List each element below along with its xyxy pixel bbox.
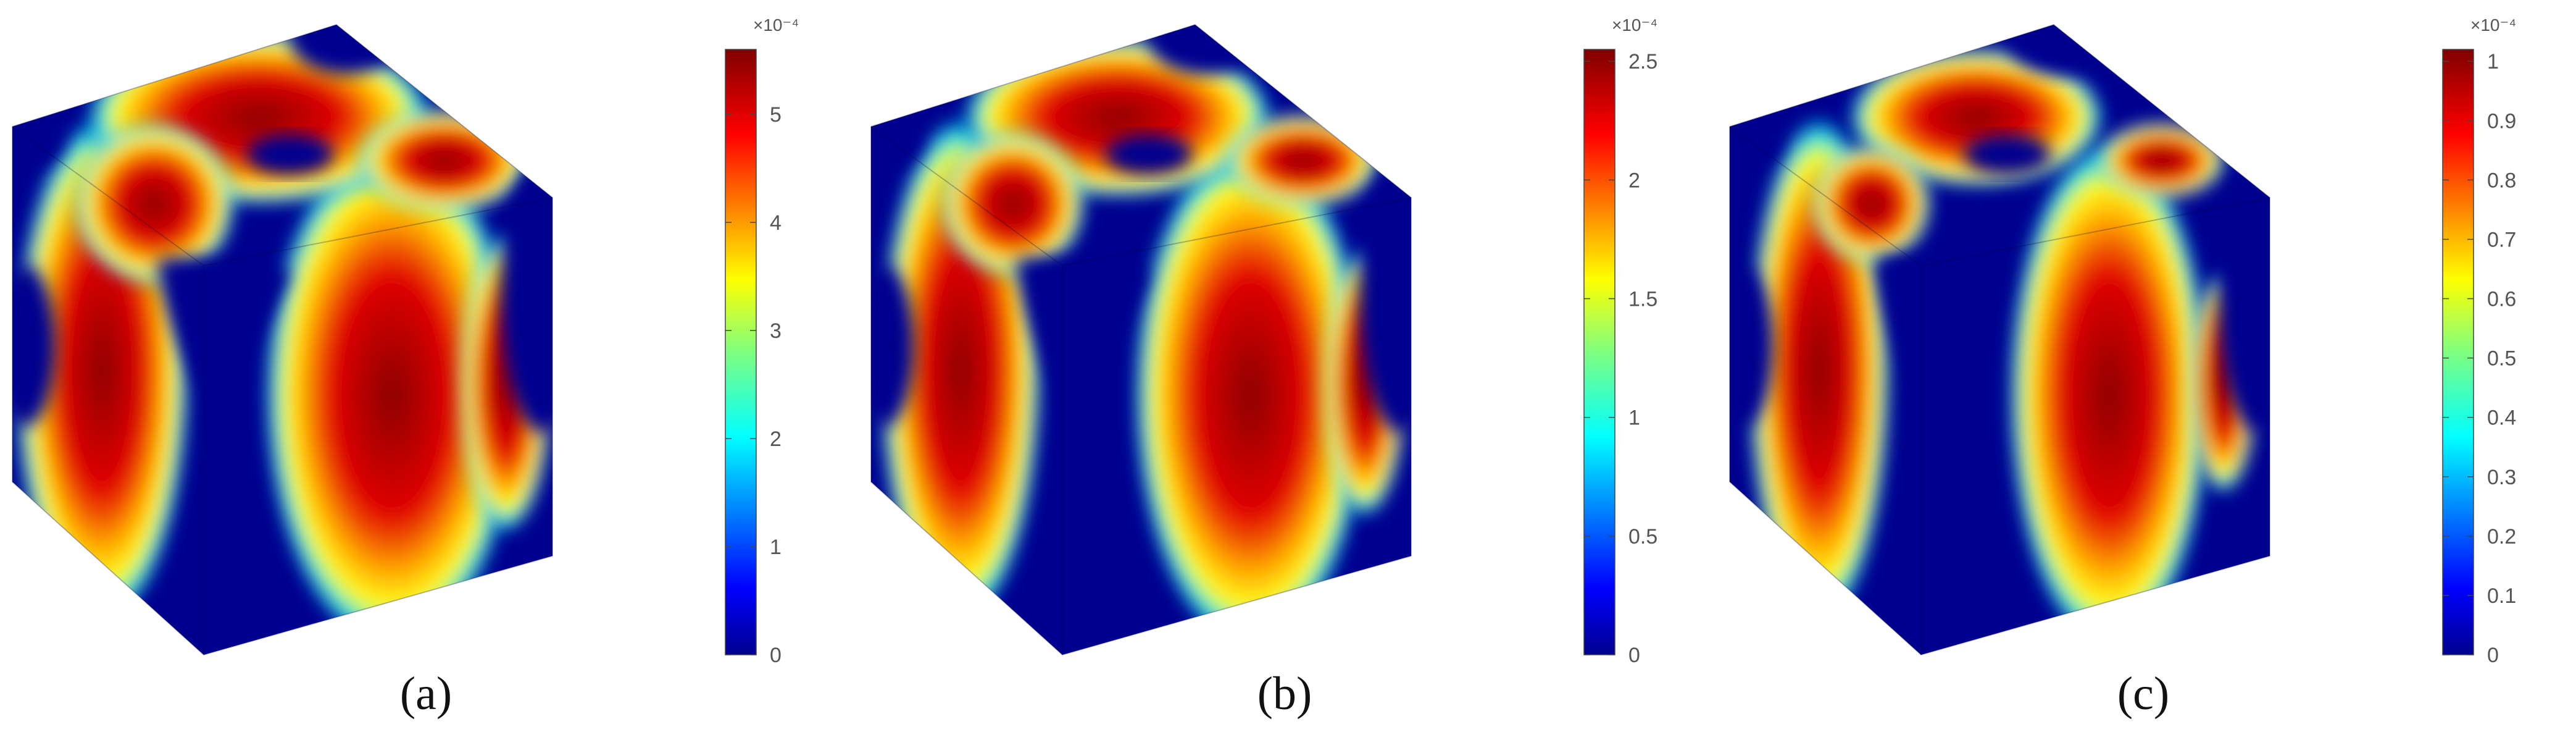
caption-a: (a) (399, 668, 452, 720)
field-cold-region (871, 117, 920, 167)
colorbar-tick-label: 0.9 (2487, 109, 2516, 133)
caption-b: (b) (1257, 668, 1312, 720)
field-cold-region (2217, 161, 2270, 432)
field-hotspot (2007, 136, 2212, 655)
colorbar-gradient (725, 49, 757, 655)
colorbar-tick-label: 0.5 (2487, 347, 2516, 371)
field-cold-region (500, 161, 552, 432)
field-cold-region (12, 117, 62, 167)
colorbar-tick-label: 2 (770, 427, 782, 451)
field-cold-region (1359, 161, 1411, 432)
colorbar-tick-label: 1 (2487, 50, 2499, 74)
field-cold-region (12, 266, 56, 426)
field-cold-region (123, 593, 284, 655)
field-layer (1730, 25, 2270, 655)
field-hotspot (940, 130, 1086, 277)
colorbar-tick-label: 0.7 (2487, 228, 2516, 251)
colorbar-tick-label: 0 (770, 644, 782, 667)
colorbar-tick-label: 1.5 (1628, 288, 1657, 311)
field-cold-region (982, 593, 1143, 655)
colorbar-c: 0 0.1 0.2 0.3 0.4 0.5 0.6 0.7 0.8 0.9 1 ×10⁻⁴ (2442, 15, 2516, 667)
field-cold-region (247, 135, 333, 174)
colorbar-gradient (1583, 49, 1615, 655)
colorbar-tick-label: 2.5 (1628, 50, 1657, 74)
colorbar-tick-label: 1 (1628, 406, 1640, 430)
colorbar-b: 0 0.5 1 1.5 2 2.5 ×10⁻⁴ (1583, 15, 1657, 667)
field-cold-region (1841, 593, 2001, 655)
caption-c: (c) (2117, 668, 2170, 720)
cube-plot-c (1729, 23, 2270, 656)
field-cold-region (1875, 258, 2007, 395)
field-hotspot (262, 136, 522, 655)
colorbar-gradient (2442, 49, 2474, 655)
field-cold-region (290, 25, 401, 74)
field-hotspot (72, 122, 236, 286)
colorbar-tick-label: 0 (2487, 644, 2499, 667)
cube-edges (870, 23, 1412, 656)
colorbar-tick-label: 0.3 (2487, 466, 2516, 489)
cube-edges (1729, 23, 2270, 656)
colorbar-tick-label: 0.5 (1628, 525, 1657, 549)
colorbar-exponent-label: ×10⁻⁴ (753, 15, 799, 35)
field-cold-region (2007, 25, 2119, 74)
field-cold-region (157, 258, 290, 395)
colorbar-tick-label: 0.6 (2487, 288, 2516, 311)
field-cold-region (1964, 135, 2051, 174)
colorbar-a: 0 1 2 3 4 5 ×10⁻⁴ (725, 15, 799, 667)
colorbar-tick-label: 4 (770, 211, 782, 235)
field-cold-region (1016, 258, 1149, 395)
field-hotspot (2097, 122, 2227, 200)
field-cold-region (1149, 25, 1260, 74)
colorbar-exponent-label: ×10⁻⁴ (1612, 15, 1657, 35)
colorbar-tick-label: 5 (770, 103, 782, 127)
panel-b: 0 0.5 1 1.5 2 2.5 ×10⁻⁴ (b) (859, 0, 1717, 740)
colorbar-tick-label: 0.1 (2487, 584, 2516, 608)
cube-plot-b (870, 23, 1412, 656)
cube-plot-a (12, 23, 553, 656)
colorbar-tick-label: 2 (1628, 169, 1640, 192)
field-cold-region (1730, 117, 1779, 167)
field-cold-region (1106, 135, 1192, 174)
colorbar-tick-label: 0 (1628, 644, 1640, 667)
colorbar-tick-label: 3 (770, 319, 782, 343)
colorbar-tick-label: 0.4 (2487, 406, 2516, 430)
colorbar-exponent-label: ×10⁻⁴ (2470, 15, 2516, 35)
field-hotspot (1811, 143, 1932, 264)
field-layer (871, 25, 1411, 655)
field-cold-region (1730, 266, 1773, 426)
field-cold-region (871, 266, 914, 426)
colorbar-tick-label: 0.2 (2487, 525, 2516, 549)
cube-edges (12, 23, 553, 656)
colorbar-tick-label: 0.8 (2487, 169, 2516, 192)
panel-c: 0 0.1 0.2 0.3 0.4 0.5 0.6 0.7 0.8 0.9 1 ×10⁻⁴ (c) (1717, 0, 2576, 740)
panel-a: 0 1 2 3 4 5 ×10⁻⁴ (a) (0, 0, 859, 740)
colorbar-tick-label: 1 (770, 536, 782, 559)
field-hotspot (1132, 136, 1370, 655)
